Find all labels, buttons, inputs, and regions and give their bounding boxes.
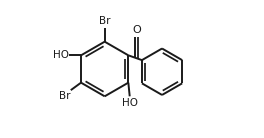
Text: Br: Br xyxy=(99,16,110,26)
Text: Br: Br xyxy=(59,91,70,101)
Text: HO: HO xyxy=(122,98,138,108)
Text: HO: HO xyxy=(53,50,69,60)
Text: O: O xyxy=(132,25,141,34)
